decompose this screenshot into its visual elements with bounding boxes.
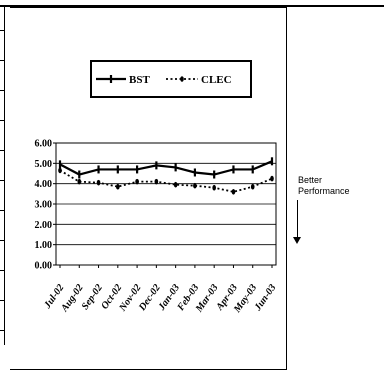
clec-point [173, 181, 178, 188]
y-tick-label: 5.00 [35, 159, 53, 170]
annotation-line-2: Performance [298, 186, 350, 196]
legend-label-clec: CLEC [201, 74, 232, 86]
left-margin-tick [0, 30, 5, 31]
left-margin-tick [0, 330, 5, 331]
clec-point [212, 184, 216, 191]
clec-point [58, 167, 62, 174]
left-margin-tick [0, 180, 5, 181]
clec-point [154, 178, 159, 185]
chart-panel [10, 7, 287, 370]
clec-point [135, 178, 139, 185]
y-tick-label: 3.00 [35, 200, 53, 211]
y-tick-label: 4.00 [35, 179, 53, 190]
clec-point [193, 182, 197, 189]
y-tick-label: 1.00 [35, 240, 53, 251]
series-line-clec [59, 169, 273, 193]
top-border-line [0, 5, 384, 7]
down-arrow-icon [297, 200, 298, 238]
y-tick-label: 6.00 [35, 139, 53, 150]
left-margin-tick [0, 150, 5, 151]
left-margin-tick [0, 210, 5, 211]
clec-point [231, 189, 236, 195]
legend-marker-clec [180, 76, 184, 82]
annotation-line-1: Better [298, 175, 323, 185]
left-margin-tick [0, 300, 5, 301]
left-border-line [4, 5, 5, 345]
legend-label-bst: BST [129, 74, 150, 86]
clec-point [77, 178, 82, 185]
series-line-bst [59, 160, 273, 176]
clec-point [250, 183, 255, 190]
left-margin-tick [0, 60, 5, 61]
left-margin-tick [0, 90, 5, 91]
y-tick-label: 2.00 [35, 220, 53, 231]
clec-point [116, 183, 120, 190]
arrow-head-icon [293, 237, 301, 244]
y-tick-label: 0.00 [35, 261, 53, 272]
clec-point [270, 175, 274, 182]
left-margin-tick [0, 270, 5, 271]
left-margin-tick [0, 240, 5, 241]
better-performance-annotation: Better Performance [298, 175, 350, 197]
clec-point [96, 179, 101, 186]
left-margin-tick [0, 120, 5, 121]
